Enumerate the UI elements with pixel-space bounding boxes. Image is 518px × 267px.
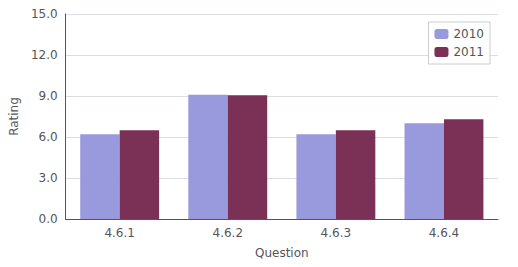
- svg-text:15.0: 15.0: [31, 7, 58, 21]
- svg-text:12.0: 12.0: [31, 48, 58, 62]
- svg-text:4.6.4: 4.6.4: [429, 226, 460, 240]
- svg-text:Rating: Rating: [7, 97, 21, 136]
- svg-text:2010: 2010: [453, 27, 484, 41]
- svg-text:2011: 2011: [453, 45, 484, 59]
- svg-text:4.6.1: 4.6.1: [104, 226, 135, 240]
- svg-text:0.0: 0.0: [39, 212, 58, 226]
- svg-text:3.0: 3.0: [39, 171, 58, 185]
- svg-text:6.0: 6.0: [39, 130, 58, 144]
- svg-text:Question: Question: [255, 246, 309, 260]
- svg-text:4.6.2: 4.6.2: [212, 226, 243, 240]
- svg-text:4.6.3: 4.6.3: [321, 226, 352, 240]
- svg-text:9.0: 9.0: [39, 89, 58, 103]
